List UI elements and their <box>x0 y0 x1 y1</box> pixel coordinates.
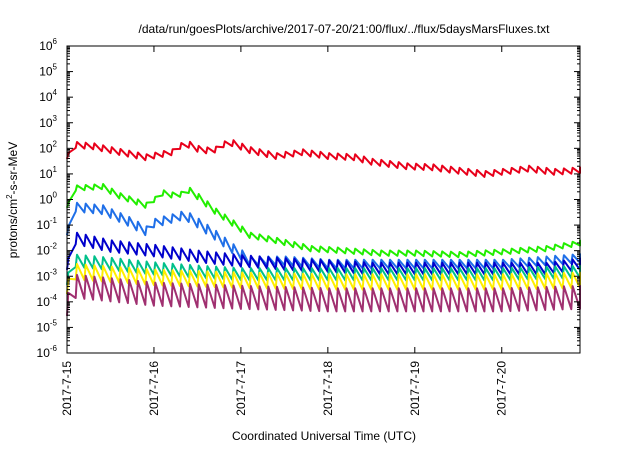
y-tick-label: 100 <box>39 191 57 207</box>
y-axis-label-rest: -s-sr-MeV <box>6 142 20 195</box>
y-tick-label: 104 <box>39 88 57 104</box>
y-tick-label-exp: -4 <box>50 293 58 302</box>
y-tick-label-exp: 3 <box>53 114 58 123</box>
series-line-2 <box>66 201 581 270</box>
y-tick-label: 101 <box>39 165 57 181</box>
x-tick-label: 2017-7-18 <box>321 361 335 416</box>
y-tick-label-base: 10 <box>37 244 51 258</box>
y-tick-label: 106 <box>39 37 57 53</box>
y-tick-label-exp: 5 <box>53 63 58 72</box>
y-axis: 10-610-510-410-310-210-11001011021031041… <box>37 37 580 360</box>
y-tick-label-base: 10 <box>37 346 51 360</box>
x-tick-label: 2017-7-17 <box>234 361 248 416</box>
y-tick-label-base: 10 <box>39 193 53 207</box>
y-tick-label-base: 10 <box>37 295 51 309</box>
series-line-5 <box>66 263 581 295</box>
y-tick-label-exp: 2 <box>53 139 58 148</box>
y-tick-label: 10-6 <box>37 344 58 360</box>
x-tick-label: 2017-7-19 <box>408 361 422 416</box>
y-tick-label: 10-2 <box>37 242 58 258</box>
y-tick-label-exp: -5 <box>50 318 58 327</box>
series-line-6 <box>66 273 581 316</box>
y-tick-label-base: 10 <box>39 65 53 79</box>
y-tick-label: 103 <box>39 114 57 130</box>
y-tick-label-exp: -2 <box>50 242 58 251</box>
y-tick-label-base: 10 <box>39 39 53 53</box>
y-tick-label: 10-3 <box>37 267 58 283</box>
y-tick-label-exp: -1 <box>50 216 58 225</box>
y-tick-label: 10-5 <box>37 318 58 334</box>
y-tick-label-exp: -3 <box>50 267 58 276</box>
x-axis-label: Coordinated Universal Time (UTC) <box>232 429 416 443</box>
y-axis-label: protons/cm2-s-sr-MeV <box>5 142 20 258</box>
chart-title: /data/run/goesPlots/archive/2017-07-20/2… <box>139 22 551 36</box>
y-tick-label-base: 10 <box>39 116 53 130</box>
y-axis-label-sup: 2 <box>5 194 14 199</box>
y-tick-label-base: 10 <box>39 141 53 155</box>
plot-frame <box>66 45 581 354</box>
y-tick-label-exp: 1 <box>53 165 58 174</box>
y-tick-label-exp: 6 <box>53 37 58 46</box>
x-tick-label: 2017-7-16 <box>147 361 161 416</box>
x-tick-label: 2017-7-15 <box>60 361 74 416</box>
series-line-0 <box>66 139 581 178</box>
series-layer <box>66 139 581 316</box>
y-tick-label: 10-1 <box>37 216 58 232</box>
x-tick-label: 2017-7-20 <box>495 361 509 416</box>
y-tick-label: 102 <box>39 139 57 155</box>
series-line-1 <box>66 183 581 259</box>
y-tick-label-exp: 0 <box>53 191 58 200</box>
y-tick-label-base: 10 <box>39 90 53 104</box>
y-tick-label-exp: 4 <box>53 88 58 97</box>
y-tick-label: 105 <box>39 63 57 79</box>
y-tick-label: 10-4 <box>37 293 58 309</box>
y-tick-label-base: 10 <box>39 167 53 181</box>
y-tick-label-base: 10 <box>37 320 51 334</box>
y-axis-label-base: protons/cm <box>6 199 20 258</box>
y-tick-label-exp: -6 <box>50 344 58 353</box>
y-tick-label-base: 10 <box>37 269 51 283</box>
y-tick-label-base: 10 <box>37 218 51 232</box>
x-axis: 2017-7-15 2017-7-16 2017-7-17 2017-7-18 2017… <box>60 46 509 416</box>
